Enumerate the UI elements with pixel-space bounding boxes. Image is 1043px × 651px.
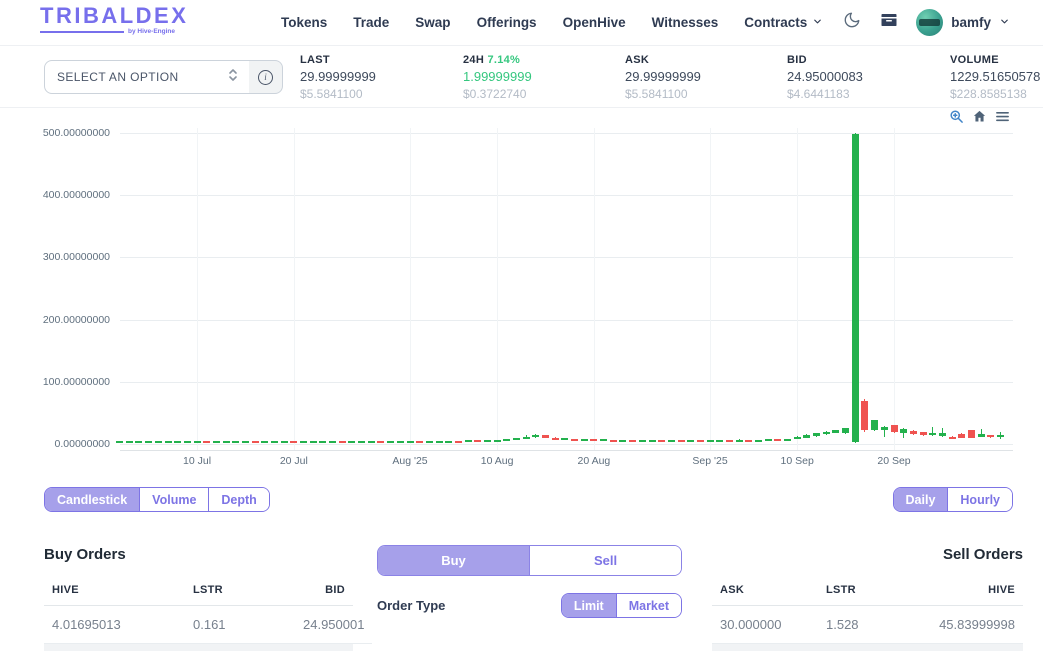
- avatar: [916, 9, 943, 36]
- trade-tab-buy-button[interactable]: Buy: [378, 546, 529, 575]
- nav-item-trade[interactable]: Trade: [353, 15, 389, 30]
- stat-24h: 24H 7.14%1.99999999$0.3722740: [463, 54, 532, 101]
- order-cell: 45.83999998: [928, 606, 1023, 644]
- main-nav: Tokens Trade Swap Offerings OpenHive Witnesse…: [281, 0, 823, 45]
- y-axis-tick-label: 400.00000000: [38, 189, 110, 201]
- order-cell: 4.01695013: [44, 606, 185, 644]
- x-axis-line: [120, 450, 1013, 451]
- x-axis-tick-label: Sep '25: [692, 455, 727, 467]
- next-row-partial: [44, 644, 353, 651]
- x-axis-tick-label: 10 Jul: [183, 455, 211, 467]
- chart-type-depth-button[interactable]: Depth: [208, 488, 268, 511]
- nav-item-witnesses[interactable]: Witnesses: [652, 15, 719, 30]
- nav-item-swap[interactable]: Swap: [415, 15, 450, 30]
- chart-modebar: [948, 111, 1010, 127]
- moon-icon: [843, 11, 861, 34]
- header-actions: bamfy: [842, 0, 1010, 45]
- hamburger-icon: [995, 109, 1010, 129]
- order-cell: 1.528: [818, 606, 928, 644]
- home-icon: [972, 109, 987, 129]
- chevron-down-icon: [812, 15, 823, 30]
- username: bamfy: [951, 15, 991, 30]
- column-header-lstr: LSTR: [185, 576, 295, 606]
- wallet-icon: [880, 11, 898, 34]
- nav-item-openhive[interactable]: OpenHive: [563, 15, 626, 30]
- x-axis-tick-label: 20 Jul: [280, 455, 308, 467]
- nav-item-contracts[interactable]: Contracts: [744, 15, 823, 30]
- logo-title: TRIBALDEX: [40, 5, 175, 27]
- order-type-market-button[interactable]: Market: [616, 594, 681, 617]
- order-type-label: Order Type: [377, 598, 445, 613]
- nav-item-offerings[interactable]: Offerings: [477, 15, 537, 30]
- top-navbar: TRIBALDEX by Hive-Engine Tokens Trade Swap…: [0, 0, 1043, 46]
- order-cell: 24.950001: [295, 606, 372, 644]
- column-header-lstr: LSTR: [818, 576, 928, 606]
- user-menu[interactable]: bamfy: [916, 9, 1010, 36]
- chart-menu-button[interactable]: [994, 111, 1010, 127]
- nav-item-tokens[interactable]: Tokens: [281, 15, 327, 30]
- chart-type-volume-button[interactable]: Volume: [139, 488, 208, 511]
- y-axis-tick-label: 300.00000000: [38, 251, 110, 263]
- chart-type-candlestick-button[interactable]: Candlestick: [45, 488, 139, 511]
- x-axis-tick-label: Aug '25: [392, 455, 427, 467]
- column-header-hive: HIVE: [44, 576, 185, 606]
- buy-orders-title: Buy Orders: [44, 546, 353, 563]
- x-axis-tick-label: 20 Sep: [877, 455, 910, 467]
- dark-mode-toggle[interactable]: [842, 13, 862, 33]
- token-select-value: SELECT AN OPTION: [57, 70, 227, 84]
- column-header-bid: BID: [295, 576, 353, 606]
- order-cell: 0.161: [185, 606, 295, 644]
- sell-orders-title: Sell Orders: [712, 546, 1023, 563]
- token-select[interactable]: SELECT AN OPTION: [44, 60, 250, 94]
- column-header-hive: HIVE: [928, 576, 1023, 606]
- info-icon: i: [258, 70, 273, 85]
- token-info-button[interactable]: i: [249, 60, 283, 94]
- interval-hourly-button[interactable]: Hourly: [947, 488, 1012, 511]
- y-axis-tick-label: 0.00000000: [38, 438, 110, 450]
- interval-daily-button[interactable]: Daily: [894, 488, 948, 511]
- logo-subtitle: by Hive-Engine: [128, 28, 175, 35]
- y-axis-tick-label: 100.00000000: [38, 376, 110, 388]
- chevron-down-icon: [999, 14, 1010, 32]
- select-chevrons-icon: [227, 68, 239, 87]
- wallet-button[interactable]: [879, 13, 899, 33]
- x-axis-tick-label: 10 Sep: [781, 455, 814, 467]
- tribaldex-logo[interactable]: TRIBALDEX by Hive-Engine: [40, 5, 175, 35]
- trade-tab-sell-button[interactable]: Sell: [529, 546, 681, 575]
- order-type-limit-button[interactable]: Limit: [562, 594, 616, 617]
- x-axis-tick-label: 20 Aug: [578, 455, 611, 467]
- next-row-partial: [712, 644, 1023, 651]
- zoom-in-icon: [949, 109, 964, 129]
- chart-plot-area[interactable]: [120, 128, 1013, 450]
- column-header-ask: ASK: [712, 576, 818, 606]
- chart-reset-button[interactable]: [971, 111, 987, 127]
- chart-zoom-button[interactable]: [948, 111, 964, 127]
- x-axis-tick-label: 10 Aug: [481, 455, 514, 467]
- y-axis-tick-label: 500.00000000: [38, 127, 110, 139]
- y-axis-tick-label: 200.00000000: [38, 314, 110, 326]
- logo-underline: [40, 31, 124, 33]
- order-cell: 30.000000: [712, 606, 818, 644]
